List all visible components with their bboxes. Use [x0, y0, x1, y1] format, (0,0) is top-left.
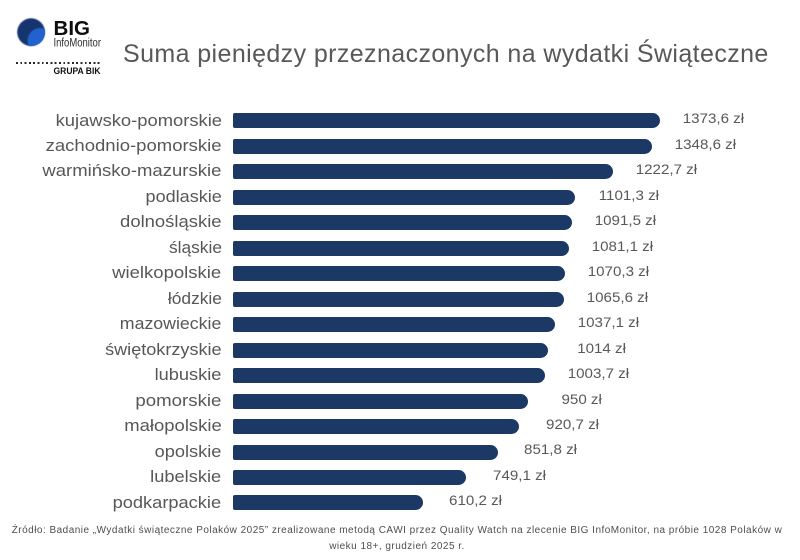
svg-text:InfoMonitor: InfoMonitor — [54, 38, 102, 50]
svg-text:GRUPA BIK: GRUPA BIK — [54, 66, 101, 77]
svg-text:BIG: BIG — [54, 18, 91, 40]
